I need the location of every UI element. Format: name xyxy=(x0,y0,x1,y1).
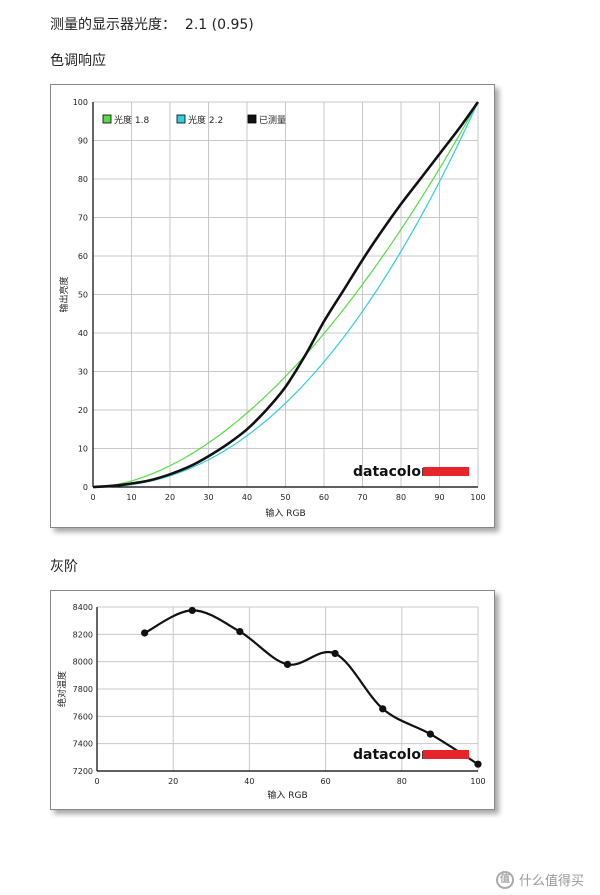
watermark-text: 什么值得买 xyxy=(518,874,584,889)
y-axis-title: 输出亮度 xyxy=(58,276,70,312)
legend-label: 光度 1.8 xyxy=(114,114,149,126)
x-tick-label: 50 xyxy=(280,493,290,502)
x-tick-label: 80 xyxy=(397,777,407,786)
y-tick-label: 60 xyxy=(78,252,88,261)
x-axis-title: 输入 RGB xyxy=(267,789,307,801)
y-tick-label: 40 xyxy=(78,329,88,338)
y-tick-label: 90 xyxy=(78,137,88,146)
y-tick-label: 7400 xyxy=(73,740,93,749)
x-tick-label: 40 xyxy=(244,777,254,786)
grayscale-title: 灰阶 xyxy=(50,559,78,575)
legend-label: 光度 2.2 xyxy=(188,114,223,126)
grid-lines xyxy=(92,101,479,488)
y-tick-label: 80 xyxy=(78,175,88,184)
data-point xyxy=(331,649,339,658)
x-tick-label: 20 xyxy=(165,493,175,502)
x-tick-label: 60 xyxy=(321,777,331,786)
y-tick-label: 50 xyxy=(78,291,88,300)
y-tick-label: 8400 xyxy=(73,603,93,612)
x-tick-label: 10 xyxy=(126,493,136,502)
grayscale-chart: 0 20 40 60 80 100 7200 7400 7600 7800 8000 8200 8400… xyxy=(56,603,486,801)
y-tick-label: 7200 xyxy=(73,767,93,776)
y-tick-label: 7800 xyxy=(73,685,93,694)
x-tick-label: 0 xyxy=(94,777,99,786)
series-line-gamma-1.8 xyxy=(92,101,479,488)
x-tick-label: 0 xyxy=(90,493,95,502)
legend-swatch xyxy=(247,114,257,124)
series-line-measured xyxy=(92,101,480,489)
data-point xyxy=(283,660,292,668)
y-tick-label: 20 xyxy=(78,406,88,415)
datacolor-logo-bar xyxy=(423,467,469,476)
x-tick-label: 30 xyxy=(203,493,213,502)
series-line-temperature xyxy=(144,609,479,766)
watermark: 值 什么值得买 xyxy=(495,870,584,889)
tone-response-chart: 0 10 20 30 40 50 60 70 80 90 100 0 10 20 30 40 50 60 70 80 9… xyxy=(58,98,486,519)
x-axis-title: 输入 RGB xyxy=(265,507,305,519)
gamma-value: 2.1 (0.95) xyxy=(184,17,254,33)
y-tick-label: 30 xyxy=(78,368,88,377)
x-tick-label: 70 xyxy=(357,493,367,502)
legend-label: 已测量 xyxy=(259,115,286,126)
x-tick-label: 90 xyxy=(434,493,444,502)
y-tick-label: 7600 xyxy=(73,712,93,721)
watermark-logo-icon: 值 xyxy=(495,870,514,889)
x-tick-label: 60 xyxy=(319,493,329,502)
data-point xyxy=(474,760,482,768)
legend-swatch xyxy=(176,114,186,124)
y-tick-label: 70 xyxy=(78,214,88,223)
data-point xyxy=(426,730,434,738)
y-tick-label: 8200 xyxy=(73,630,93,639)
x-tick-label: 20 xyxy=(168,777,178,786)
gamma-summary: 测量的显示器光度： 2.1 (0.95) xyxy=(50,14,254,34)
y-tick-label: 0 xyxy=(83,483,88,492)
y-tick-label: 100 xyxy=(73,98,88,107)
tone-response-chart-frame: 0 10 20 30 40 50 60 70 80 90 100 0 10 20 30 40 50 60 70 80 9… xyxy=(50,84,495,528)
data-point xyxy=(188,606,196,615)
x-tick-label: 100 xyxy=(470,493,485,502)
gamma-label: 测量的显示器光度： xyxy=(50,17,176,33)
datacolor-logo-text: datacolor xyxy=(353,464,428,480)
datacolor-logo-bar xyxy=(423,750,469,759)
x-tick-label: 80 xyxy=(396,493,406,502)
tone-response-title: 色调响应 xyxy=(50,53,106,69)
y-tick-label: 8000 xyxy=(73,658,93,667)
legend-swatch xyxy=(102,114,112,124)
datacolor-logo-text: datacolor xyxy=(353,747,428,763)
data-point xyxy=(379,705,387,713)
y-axis-title: 绝对温度 xyxy=(56,671,68,707)
data-point xyxy=(141,629,149,637)
y-tick-label: 10 xyxy=(78,445,88,454)
x-tick-label: 40 xyxy=(242,493,252,502)
grayscale-chart-frame: 0 20 40 60 80 100 7200 7400 7600 7800 8000 8200 8400… xyxy=(50,590,495,810)
data-point xyxy=(236,628,244,636)
x-tick-label: 100 xyxy=(470,777,485,786)
